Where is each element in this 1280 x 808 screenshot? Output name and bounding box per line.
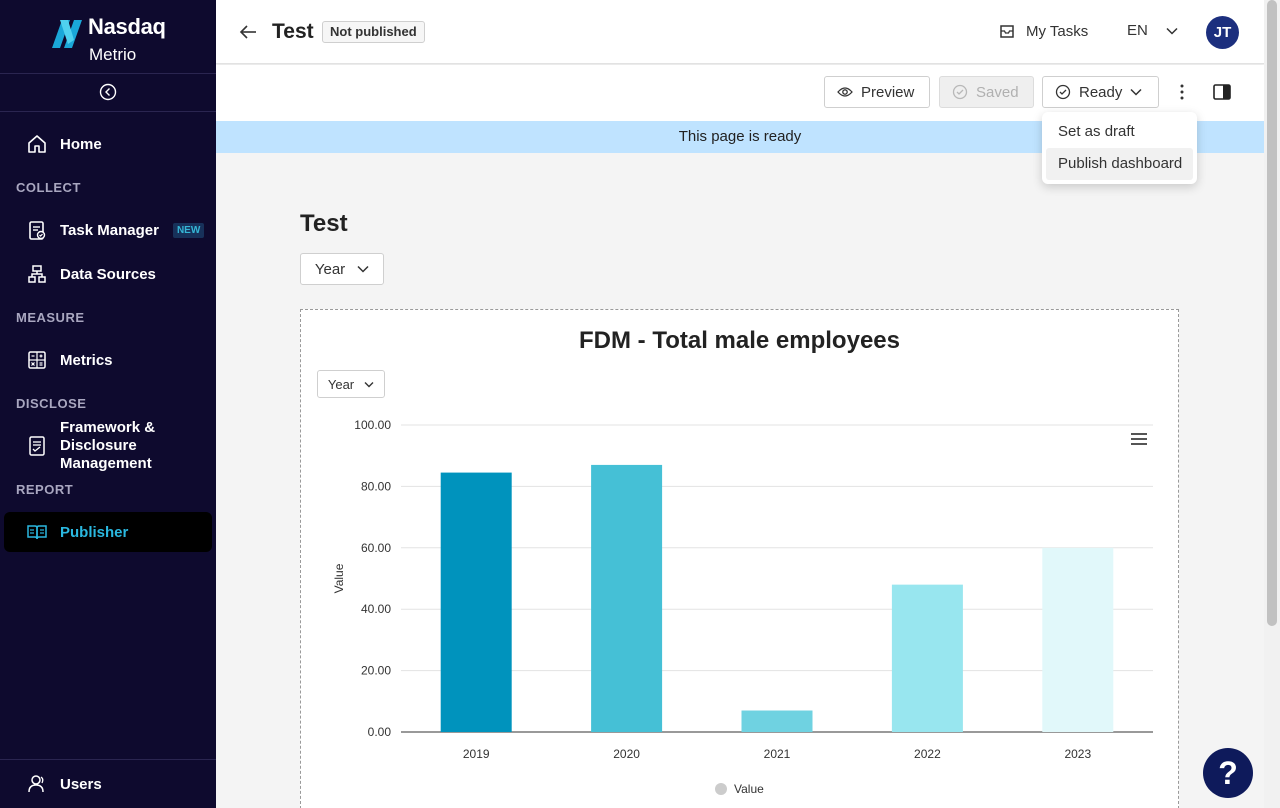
- chart-title: FDM - Total male employees: [579, 327, 900, 354]
- menu-item-publish-dashboard[interactable]: Publish dashboard: [1046, 148, 1193, 180]
- sidebar-item-label: Task Manager: [60, 221, 159, 239]
- calculator-icon: [28, 351, 46, 369]
- y-tick-label: 40.00: [361, 602, 391, 616]
- y-axis-label: Value: [332, 563, 346, 593]
- task-clipboard-icon: [29, 221, 46, 240]
- document-icon: [29, 436, 45, 456]
- language-label: EN: [1127, 22, 1148, 39]
- language-selector[interactable]: EN: [1127, 22, 1178, 39]
- bar-2021: [741, 710, 813, 732]
- more-options-icon[interactable]: [1177, 83, 1187, 101]
- status-badge: Not published: [322, 21, 425, 43]
- back-arrow-icon[interactable]: [238, 22, 258, 42]
- y-tick-label: 0.00: [368, 725, 392, 739]
- open-book-icon: [27, 525, 47, 540]
- chart-menu-icon[interactable]: [1131, 432, 1147, 446]
- sidebar-item-label: Framework & Disclosure Management: [60, 419, 155, 473]
- sidebar-item-metrics[interactable]: Metrics: [26, 349, 113, 371]
- sidebar-active-highlight: [4, 512, 212, 552]
- sidebar-item-home[interactable]: Home: [26, 133, 102, 155]
- x-tick-label: 2020: [613, 747, 640, 761]
- y-tick-label: 20.00: [361, 664, 391, 678]
- sidebar-item-label: Home: [60, 135, 102, 153]
- y-tick-label: 60.00: [361, 541, 391, 555]
- bar-2023: [1042, 547, 1114, 732]
- section-label-report: REPORT: [16, 482, 74, 497]
- legend-label: Value: [734, 782, 764, 796]
- sidebar-item-data-sources[interactable]: Data Sources: [26, 263, 156, 285]
- sidebar-item-publisher[interactable]: Publisher: [26, 521, 128, 543]
- sidebar-item-label: Metrics: [60, 351, 113, 369]
- framework-label-line-3: Management: [60, 455, 152, 472]
- y-tick-label: 100.00: [354, 418, 391, 432]
- collapse-sidebar-icon[interactable]: [99, 83, 117, 101]
- chevron-down-icon: [1130, 88, 1142, 96]
- check-circle-icon: [952, 84, 968, 100]
- chart-year-filter-label: Year: [327, 376, 355, 392]
- x-tick-label: 2019: [463, 747, 490, 761]
- my-tasks-button[interactable]: My Tasks: [998, 22, 1088, 40]
- inbox-icon: [1000, 25, 1014, 38]
- product-name: Metrio: [89, 45, 137, 64]
- sidebar: Nasdaq Metrio Home COLLECT Task Manager …: [0, 0, 216, 808]
- sidebar-item-framework[interactable]: Framework & Disclosure Management: [26, 419, 155, 473]
- bar-chart: 0.00 20.00 40.00 60.00 80.00 100.00 Value 2019 2…: [332, 418, 1153, 796]
- hierarchy-icon: [28, 265, 46, 283]
- section-label-disclose: DISCLOSE: [16, 396, 87, 411]
- help-button[interactable]: ?: [1203, 748, 1253, 798]
- status-dropdown-menu: Set as draft Publish dashboard: [1042, 112, 1197, 184]
- page-title: Test: [272, 20, 314, 43]
- chevron-down-icon: [357, 265, 369, 273]
- check-circle-icon: [1055, 84, 1071, 100]
- eye-icon: [837, 87, 853, 97]
- side-panel-toggle-icon[interactable]: [1213, 84, 1231, 100]
- brand-name: Nasdaq: [88, 14, 166, 39]
- sidebar-item-label: Users: [60, 775, 102, 793]
- avatar[interactable]: JT: [1206, 16, 1239, 49]
- bar-2020: [591, 464, 663, 732]
- nasdaq-logo[interactable]: Nasdaq Metrio: [48, 12, 188, 68]
- my-tasks-label: My Tasks: [1026, 22, 1089, 40]
- top-header: Test Not published My Tasks EN JT: [216, 0, 1264, 64]
- new-badge: NEW: [172, 222, 205, 238]
- chevron-down-icon: [1166, 27, 1178, 35]
- menu-item-set-as-draft[interactable]: Set as draft: [1058, 123, 1135, 140]
- chart-widget[interactable]: 0.00 20.00 40.00 60.00 80.00 100.00 Value 2019 2…: [300, 309, 1179, 808]
- scrollbar-thumb[interactable]: [1267, 0, 1277, 626]
- sidebar-item-label: Data Sources: [60, 265, 156, 283]
- chart-year-filter-select[interactable]: Year: [317, 370, 385, 398]
- chevron-down-icon: [364, 381, 374, 387]
- bar-2019: [440, 472, 512, 732]
- sidebar-item-users[interactable]: Users: [26, 773, 102, 795]
- section-label-measure: MEASURE: [16, 310, 85, 325]
- year-filter-select[interactable]: Year: [300, 253, 384, 285]
- editor-toolbar: Preview Saved Ready: [216, 65, 1264, 121]
- saved-label: Saved: [976, 83, 1019, 101]
- home-icon: [28, 135, 46, 153]
- saved-button[interactable]: Saved: [939, 76, 1034, 108]
- x-tick-label: 2022: [914, 747, 941, 761]
- sidebar-item-task-manager[interactable]: Task Manager NEW: [26, 219, 205, 241]
- year-filter-label: Year: [314, 260, 346, 278]
- sidebar-item-label: Publisher: [60, 523, 129, 541]
- sidebar-divider: [0, 111, 216, 112]
- user-icon: [28, 775, 44, 793]
- framework-label-line-1: Framework &: [60, 419, 156, 436]
- nasdaq-logo-mark-icon: [52, 20, 82, 48]
- sidebar-divider: [0, 73, 216, 74]
- bar-2022: [891, 584, 963, 732]
- users-footer: [0, 759, 216, 808]
- preview-button[interactable]: Preview: [824, 76, 930, 108]
- ready-status-dropdown[interactable]: Ready: [1042, 76, 1159, 108]
- framework-label-line-2: Disclosure: [60, 437, 137, 454]
- ready-label: Ready: [1079, 83, 1123, 101]
- dashboard-title: Test: [300, 210, 348, 237]
- x-tick-label: 2021: [764, 747, 791, 761]
- section-label-collect: COLLECT: [16, 180, 81, 195]
- preview-label: Preview: [861, 83, 915, 101]
- x-tick-label: 2023: [1064, 747, 1091, 761]
- y-tick-label: 80.00: [361, 479, 391, 493]
- legend-marker: [715, 783, 727, 795]
